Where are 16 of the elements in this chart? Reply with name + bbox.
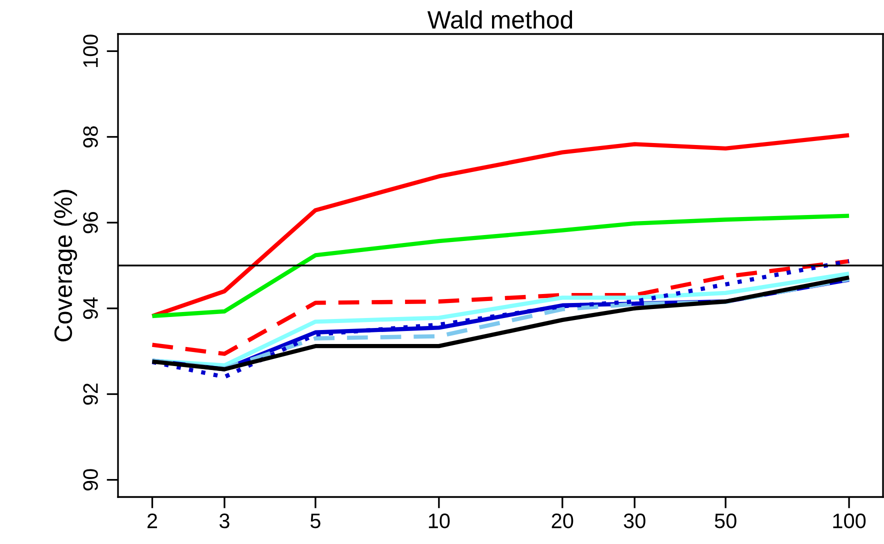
x-tick-label: 50 bbox=[714, 514, 736, 528]
y-tick-label: 100 bbox=[83, 34, 98, 67]
y-tick-label: 94 bbox=[83, 297, 98, 319]
y-tick-label: 98 bbox=[83, 126, 98, 148]
x-tick-label: 3 bbox=[219, 514, 230, 528]
x-tick-label: 2 bbox=[148, 514, 158, 528]
y-axis-title: Coverage (%) bbox=[54, 190, 78, 342]
y-tick-label: 90 bbox=[83, 469, 98, 490]
x-tick-label: 100 bbox=[833, 514, 866, 528]
x-tick-label: 10 bbox=[428, 514, 450, 528]
x-tick-label: 20 bbox=[552, 514, 574, 528]
x-tick-label: 5 bbox=[310, 514, 320, 528]
y-tick-label: 92 bbox=[83, 384, 98, 405]
y-tick-label: 96 bbox=[83, 212, 98, 234]
chart-title: Wald method bbox=[427, 10, 572, 29]
x-tick-label: 30 bbox=[624, 514, 646, 528]
